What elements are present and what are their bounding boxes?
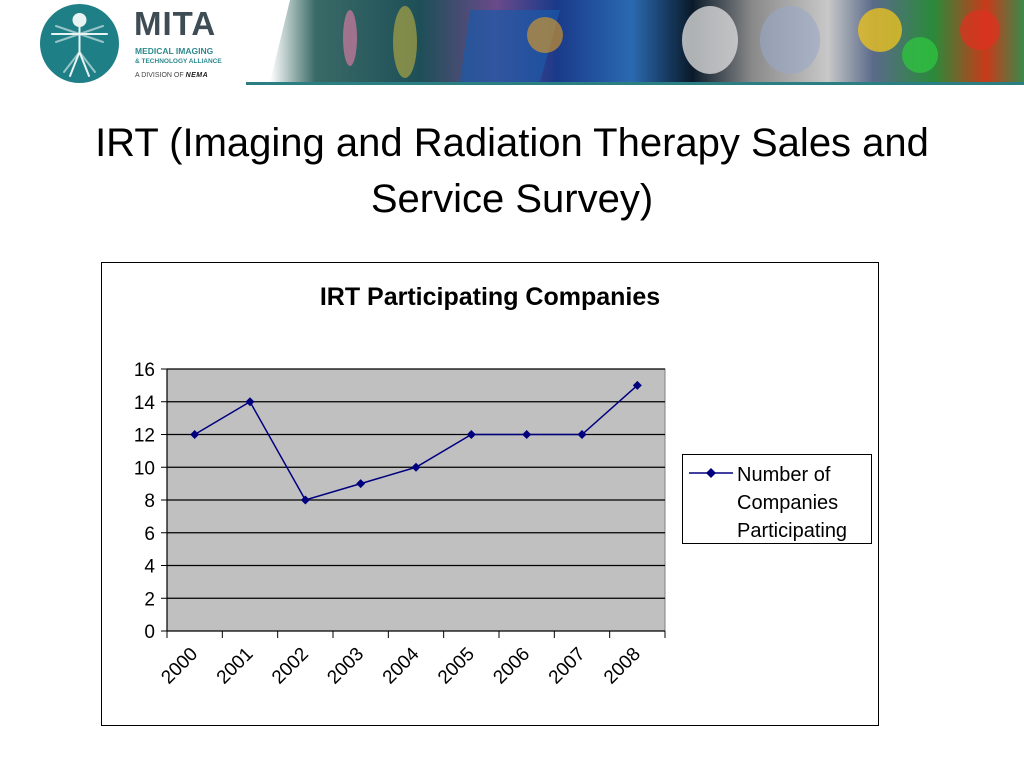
mita-logo-icon [40, 4, 119, 83]
legend-label: Number of Companies Participating [737, 464, 848, 542]
data-point [577, 430, 587, 439]
y-tick-label: 10 [134, 458, 155, 479]
data-point [300, 495, 310, 505]
data-point [522, 430, 532, 439]
division-text: A DIVISION OF NEMA [135, 71, 208, 80]
header-banner: MITA MEDICAL IMAGING & TECHNOLOGY ALLIAN… [0, 0, 1024, 85]
y-tick-label: 0 [144, 622, 155, 643]
legend-marker-icon [689, 468, 733, 478]
data-point [356, 479, 366, 489]
x-tick-label: 2001 [213, 644, 258, 689]
y-tick-label: 8 [144, 491, 155, 512]
x-tick-label: 2000 [157, 644, 202, 689]
brand-line1: MEDICAL IMAGING [135, 46, 214, 56]
x-tick-label: 2004 [379, 643, 424, 688]
x-tick-label: 2008 [600, 644, 645, 689]
y-tick-label: 6 [144, 524, 155, 545]
brand-block: MITA MEDICAL IMAGING & TECHNOLOGY ALLIAN… [134, 4, 244, 80]
brand-name: MITA [134, 5, 217, 42]
data-point [245, 397, 255, 407]
y-tick-label: 16 [134, 360, 155, 381]
x-tick-label: 2002 [268, 644, 313, 689]
chart-title: IRT Participating Companies [319, 283, 661, 311]
division-prefix: A DIVISION OF [135, 72, 184, 79]
y-tick-label: 12 [134, 426, 155, 447]
x-tick-label: 2007 [545, 644, 590, 689]
slide-title: IRT (Imaging and Radiation Therapy Sales… [95, 121, 929, 221]
banner-divider [246, 82, 1024, 85]
medical-imagery-banner [270, 0, 1024, 82]
y-tick-label: 2 [144, 589, 155, 610]
data-point [466, 430, 476, 439]
division-name: NEMA [185, 72, 209, 79]
x-tick-label: 2005 [434, 644, 479, 689]
brand-line2: & TECHNOLOGY ALLIANCE [135, 58, 222, 65]
data-point [632, 380, 642, 390]
y-tick-label: 4 [144, 557, 155, 578]
chart-legend: Number of Companies Participating [682, 454, 872, 544]
x-tick-label: 2003 [323, 644, 368, 689]
data-point [411, 462, 421, 472]
data-point [190, 430, 200, 439]
y-tick-label: 14 [134, 393, 156, 414]
x-tick-label: 2006 [489, 644, 534, 689]
